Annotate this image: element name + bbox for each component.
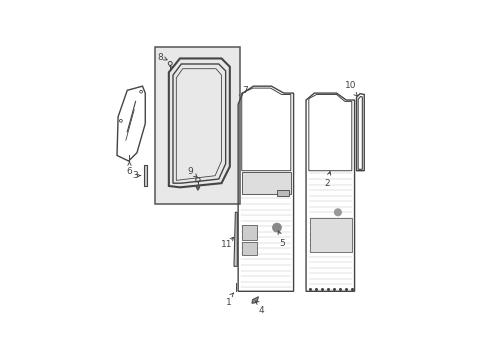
Polygon shape xyxy=(233,212,237,266)
Text: 9: 9 xyxy=(187,167,193,176)
Text: 7: 7 xyxy=(241,86,247,95)
Text: 3: 3 xyxy=(132,171,137,180)
Text: 1: 1 xyxy=(225,298,231,307)
Bar xyxy=(155,48,239,204)
Text: 11: 11 xyxy=(220,240,231,249)
Bar xyxy=(143,165,147,186)
Circle shape xyxy=(272,223,281,232)
Polygon shape xyxy=(241,172,290,194)
Bar xyxy=(241,242,257,255)
Polygon shape xyxy=(196,185,199,190)
Text: 8: 8 xyxy=(157,53,163,62)
Bar xyxy=(241,225,257,240)
Text: 4: 4 xyxy=(258,306,264,315)
Polygon shape xyxy=(251,297,258,303)
Text: 2: 2 xyxy=(324,179,329,188)
Circle shape xyxy=(334,209,341,216)
Text: 6: 6 xyxy=(126,167,132,176)
Text: 10: 10 xyxy=(345,81,356,90)
Text: 5: 5 xyxy=(279,239,284,248)
Polygon shape xyxy=(276,190,289,195)
Bar xyxy=(309,218,352,252)
